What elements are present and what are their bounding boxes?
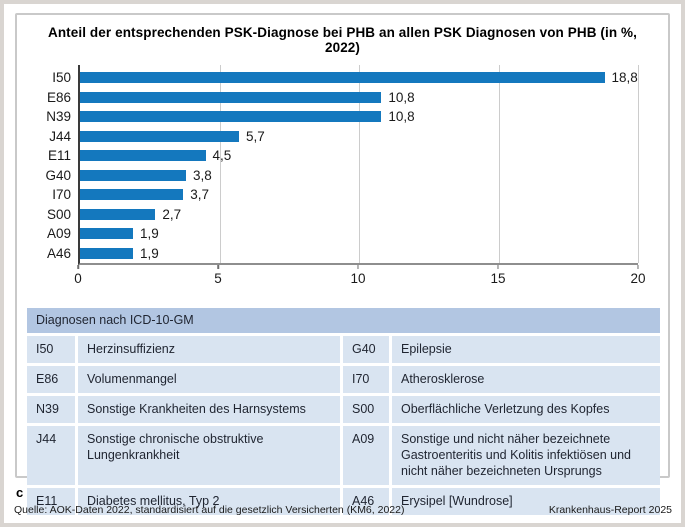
icd-code: G40 — [343, 336, 389, 363]
bar — [80, 208, 156, 220]
icd-code: E86 — [27, 366, 75, 393]
bar-row: A09 1,9 — [47, 224, 638, 244]
bar — [80, 169, 187, 181]
icd-description: Epilepsie — [392, 336, 660, 363]
category-label: E11 — [47, 148, 71, 164]
icd-description: Sonstige Krankheiten des Harnsystems — [78, 396, 340, 423]
bar-row: E11 4,5 — [48, 146, 638, 166]
category-label: J44 — [49, 128, 71, 144]
bar-value-label: 5,7 — [246, 128, 265, 144]
icd-code: S00 — [343, 396, 389, 423]
tick-mark — [77, 265, 79, 269]
icd-description: Volumenmangel — [78, 366, 340, 393]
bar-value-label: 3,7 — [190, 187, 209, 203]
panel-letter-label: c — [16, 485, 24, 500]
bar-row: I70 3,7 — [52, 185, 638, 205]
tick-label: 0 — [74, 271, 82, 286]
category-label: A46 — [46, 245, 71, 261]
bar-value-label: 3,8 — [193, 167, 212, 183]
figure-panel: Anteil der entsprechenden PSK-Diagnose b… — [15, 13, 670, 515]
x-axis-tick: 10 — [350, 265, 366, 286]
tick-mark — [357, 265, 359, 269]
bar-row: A46 1,9 — [47, 244, 638, 264]
bar — [80, 111, 382, 123]
gridline — [359, 65, 360, 263]
x-axis-tick: 15 — [490, 265, 506, 286]
category-label: A09 — [46, 226, 71, 242]
icd-description: Sonstige chronische obstruktive Lungenkr… — [78, 426, 340, 485]
bar-row: E86 10,8 — [47, 88, 638, 108]
icd-code: I50 — [27, 336, 75, 363]
bar — [80, 247, 133, 259]
x-axis: 0 5 10 15 20 — [74, 265, 646, 291]
category-label: N39 — [46, 109, 71, 125]
tick-mark — [217, 265, 219, 269]
tick-mark — [497, 265, 499, 269]
icd-code: A46 — [343, 488, 389, 515]
icd-code: I70 — [343, 366, 389, 393]
gridline — [638, 65, 639, 263]
table-header: Diagnosen nach ICD-10-GM — [27, 308, 660, 333]
bar-value-label: 2,7 — [162, 206, 182, 222]
bar — [80, 130, 240, 142]
bar-chart: I50 18,8 E86 10,8 N39 10,8 J44 5,7 E11 4,5 G40 3,8 I… — [45, 65, 646, 295]
bar — [80, 91, 382, 103]
bar-row: I50 18,8 — [52, 68, 638, 88]
icd-description: Sonstige und nicht näher bezeichnete Gas… — [392, 426, 660, 485]
category-label: E86 — [46, 89, 71, 105]
report-name: Krankenhaus-Report 2025 — [548, 504, 672, 516]
category-label: G40 — [45, 167, 71, 183]
bar — [80, 228, 133, 240]
bar-row: S00 2,7 — [47, 205, 638, 225]
icd-description: Atherosklerose — [392, 366, 660, 393]
bar-row: J44 5,7 — [49, 127, 638, 147]
icd-description: Oberflächliche Verletzung des Kopfes — [392, 396, 660, 423]
gridline — [219, 65, 221, 263]
category-label: I50 — [52, 70, 71, 86]
bar — [80, 189, 184, 201]
icd-description: Diabetes mellitus, Typ 2 — [78, 488, 340, 515]
figure-footer: Quelle: AOK-Daten 2022, standardisiert a… — [14, 504, 672, 516]
bar-value-label: 4,5 — [212, 148, 232, 164]
icd-code: E11 — [27, 488, 75, 515]
tick-label: 15 — [490, 271, 506, 286]
icd-code: A09 — [343, 426, 389, 485]
bar-value-label: 10,8 — [388, 89, 415, 105]
bar-row: G40 3,8 — [45, 166, 638, 186]
bar-value-label: 1,9 — [140, 226, 159, 242]
x-axis-tick: 20 — [630, 265, 646, 286]
tick-label: 5 — [214, 271, 222, 286]
bar-value-label: 1,9 — [140, 245, 159, 261]
plot-area: I50 18,8 E86 10,8 N39 10,8 J44 5,7 E11 4,5 G40 3,8 I… — [45, 65, 639, 265]
x-axis-tick: 5 — [214, 265, 222, 286]
bar — [80, 72, 605, 84]
icd-code: N39 — [27, 396, 75, 423]
icd-description: Herzinsuffizienz — [78, 336, 340, 363]
category-label: S00 — [46, 206, 71, 222]
bar-value-label: 10,8 — [388, 109, 415, 125]
chart-title: Anteil der entsprechenden PSK-Diagnose b… — [47, 25, 637, 55]
icd-description: Erysipel [Wundrose] — [392, 488, 660, 515]
category-label: I70 — [52, 187, 71, 203]
tick-label: 10 — [350, 271, 366, 286]
tick-mark — [637, 265, 639, 269]
source-note: Quelle: AOK-Daten 2022, standardisiert a… — [14, 504, 405, 516]
bar-row: N39 10,8 — [46, 107, 638, 127]
icd-code: J44 — [27, 426, 75, 485]
bar — [80, 150, 206, 162]
x-axis-tick: 0 — [74, 265, 82, 286]
gridline — [498, 65, 500, 263]
icd-diagnosis-table: Diagnosen nach ICD-10-GM I50 Herzinsuffi… — [27, 308, 660, 515]
bar-value-label: 18,8 — [611, 70, 638, 86]
tick-label: 20 — [630, 271, 646, 286]
